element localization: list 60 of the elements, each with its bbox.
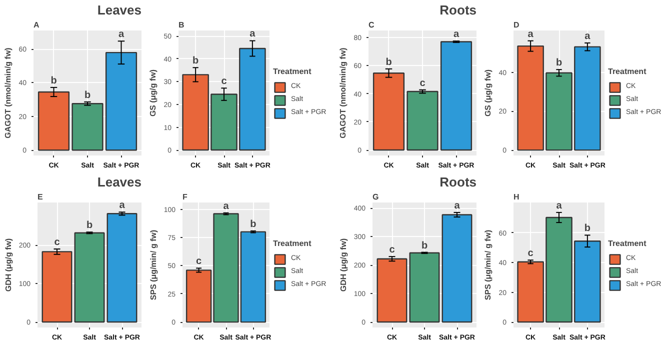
bar: [442, 214, 472, 323]
chart-title: B: [178, 20, 184, 30]
annotation: b: [556, 58, 562, 69]
legend-title: Treatment: [608, 66, 648, 76]
annotation: a: [118, 29, 124, 40]
annotation: a: [250, 28, 256, 40]
chart-subtitle: Leaves: [97, 174, 142, 190]
annotation: a: [453, 29, 460, 40]
annotation: b: [584, 223, 590, 234]
bar: [105, 52, 138, 151]
annotation: c: [221, 76, 228, 88]
legend-title: Treatment: [273, 238, 312, 248]
annotation: c: [420, 78, 426, 89]
bar: [72, 103, 104, 151]
bar: [406, 90, 438, 151]
annotation: b: [250, 218, 256, 230]
y-axis-title: GDH (μg/g fw): [338, 238, 348, 292]
y-axis-title: GAGOT (nmol/min/g fw): [338, 47, 348, 138]
bar: [42, 251, 72, 323]
annotation: a: [556, 200, 562, 212]
chart-title: E: [38, 192, 44, 202]
annotation: a: [223, 200, 230, 212]
chart-title: D: [514, 20, 520, 30]
annotation: a: [119, 200, 126, 212]
chart-subtitle: Leaves: [97, 2, 142, 18]
chart-title: H: [514, 192, 520, 202]
annotation: a: [528, 28, 534, 40]
annotation: c: [54, 236, 60, 248]
chart-title: F: [182, 192, 188, 202]
bar: [38, 91, 70, 151]
bar: [376, 258, 408, 323]
annotation: b: [386, 56, 392, 68]
bar: [74, 232, 105, 323]
y-axis-title: GAGOT (nmol/min/g fw): [4, 47, 13, 138]
y-axis-title: SPS (μg/min/ g fw): [484, 230, 493, 300]
annotation: b: [86, 220, 93, 232]
bar: [372, 72, 405, 151]
y-axis-title: SPS (μg/min/ g fw): [148, 230, 158, 300]
annotation: a: [584, 30, 591, 42]
bar: [409, 252, 440, 323]
y-axis-title: GS (μg/g fw): [148, 69, 158, 117]
chart-title: C: [368, 20, 374, 30]
annotation: b: [84, 90, 91, 101]
bar: [440, 41, 472, 151]
y-axis-title: GS (μg/g fw): [484, 69, 493, 117]
y-axis-title: GDH (μg/g fw): [4, 238, 13, 292]
chart-title: G: [372, 192, 379, 202]
annotation: a: [454, 200, 460, 212]
annotation: c: [389, 244, 396, 256]
annotation: b: [421, 240, 428, 252]
bar: [106, 213, 138, 323]
annotation: c: [196, 256, 202, 268]
annotation: b: [50, 75, 57, 86]
annotation: c: [528, 248, 534, 260]
chart-title: A: [34, 20, 40, 30]
chart-subtitle: Roots: [440, 2, 477, 18]
legend-title: Treatment: [608, 238, 648, 248]
legend-title: Treatment: [273, 66, 312, 76]
annotation: b: [192, 56, 199, 67]
chart-subtitle: Roots: [440, 174, 477, 190]
